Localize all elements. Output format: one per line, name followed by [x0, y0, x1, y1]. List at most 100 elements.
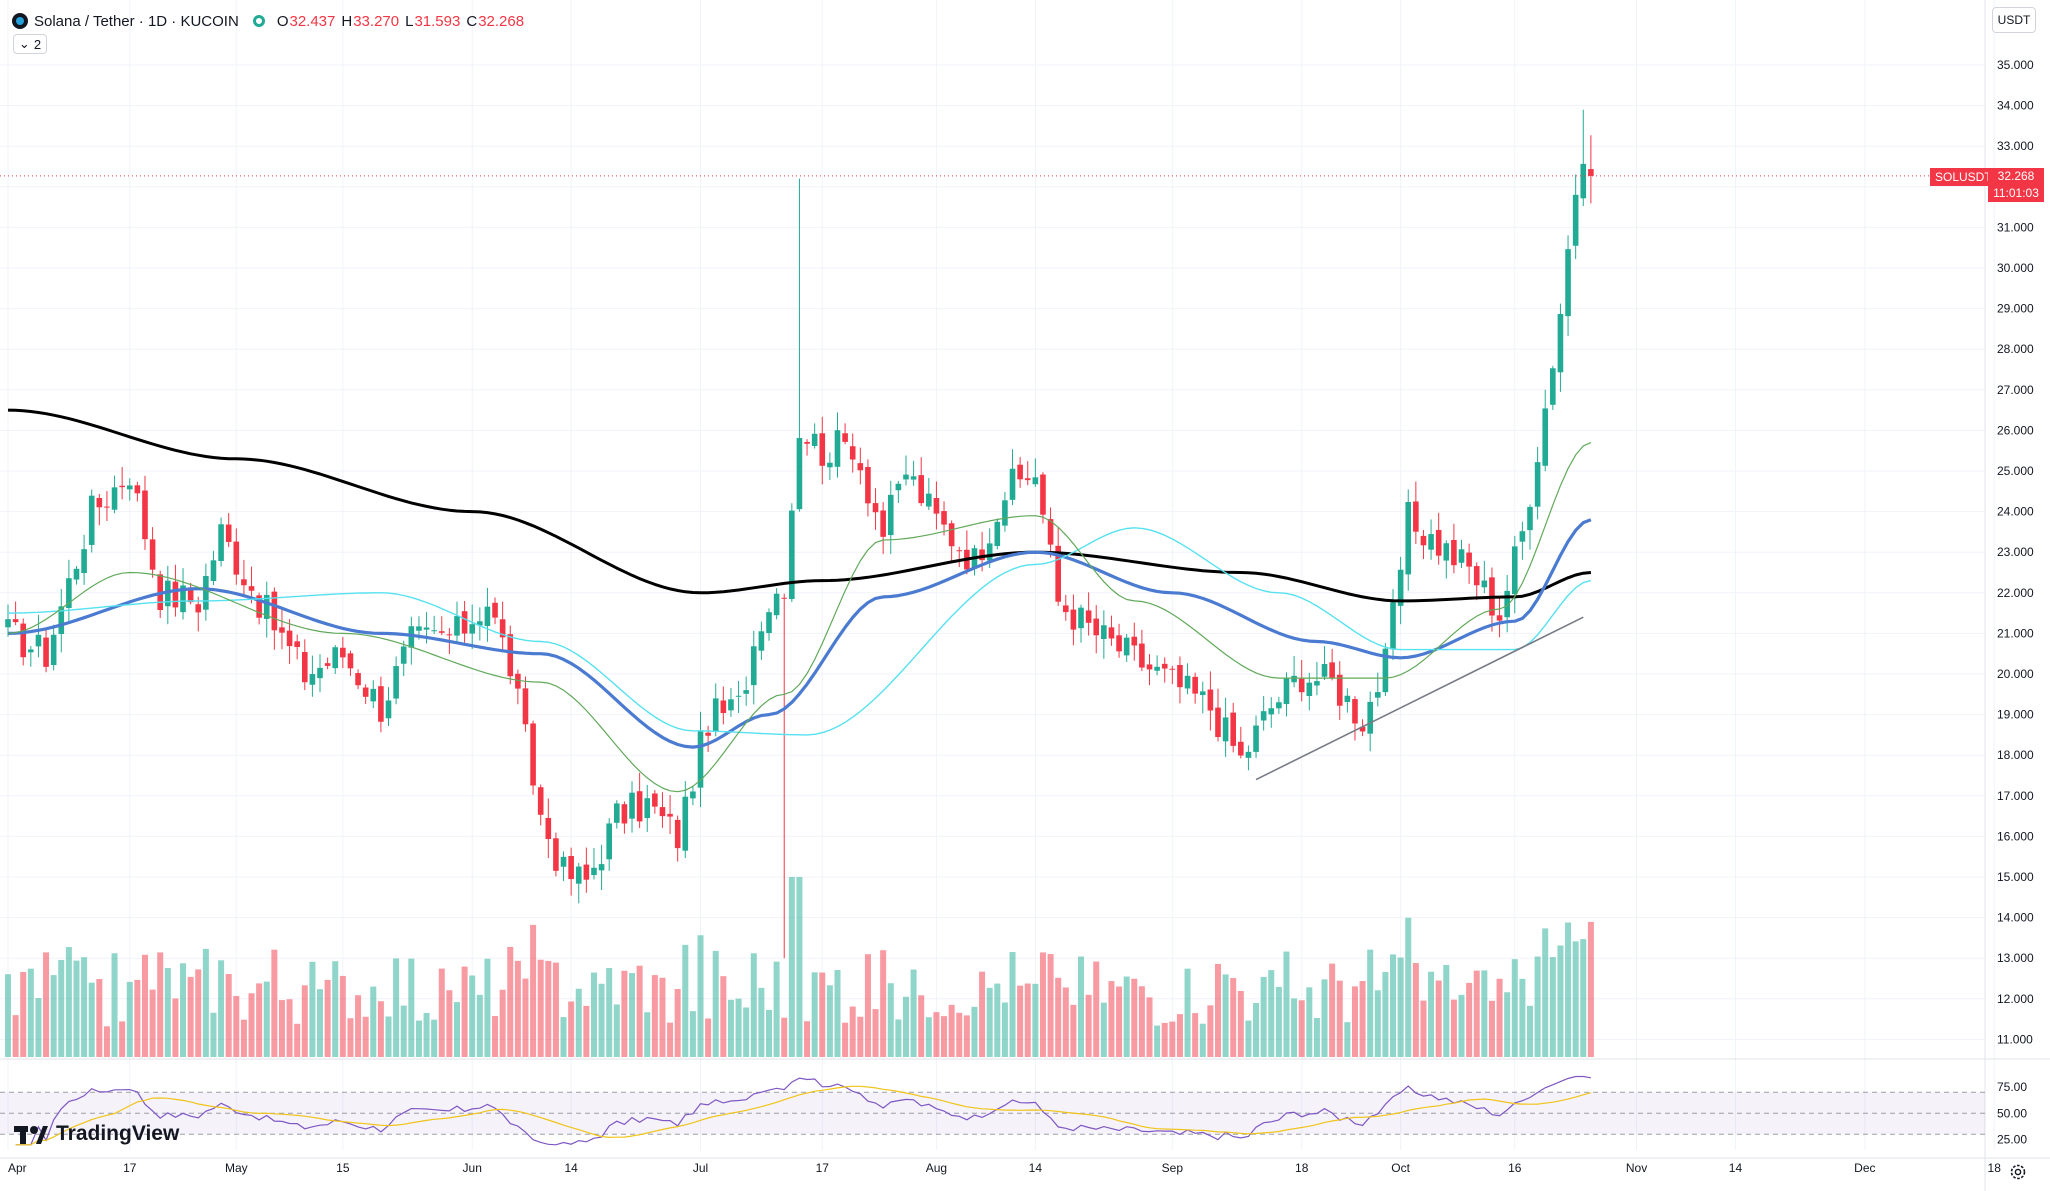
price-tick-label: 20.000 [1997, 667, 2034, 681]
volume-bar [210, 1012, 217, 1057]
volume-bar [370, 986, 377, 1057]
candle-body [1344, 695, 1351, 703]
candle-body [393, 666, 399, 699]
volume-bar [1405, 917, 1412, 1057]
volume-bar [476, 994, 483, 1057]
volume-bar [1359, 981, 1366, 1057]
candle-body [286, 630, 293, 647]
candle-body [35, 634, 42, 647]
candle-body [362, 687, 369, 697]
candle-body [454, 616, 460, 636]
candle-body [1557, 314, 1564, 373]
volume-bar [1070, 1004, 1077, 1057]
volume-bar [1397, 957, 1404, 1057]
candle-body [218, 524, 224, 562]
candle-body [887, 494, 894, 536]
candle-body [644, 798, 651, 819]
volume-bar [857, 1016, 864, 1057]
candle-body [781, 597, 788, 599]
volume-bar [50, 975, 57, 1057]
volume-bar [568, 1001, 575, 1057]
price-tick-label: 14.000 [1997, 911, 2034, 925]
volume-bar [96, 979, 103, 1057]
volume-bar [58, 959, 65, 1057]
candle-body [1443, 543, 1450, 561]
volume-bar [461, 966, 468, 1057]
time-tick-label: 14 [564, 1161, 578, 1175]
candle-body [842, 433, 848, 442]
candle-body [606, 823, 612, 860]
candle-body [758, 631, 765, 651]
candle-body [1375, 692, 1381, 698]
candle-body [1253, 725, 1259, 752]
volume-bar [1572, 941, 1579, 1057]
candle-body [469, 624, 476, 634]
price-tick-label: 19.000 [1997, 708, 2034, 722]
volume-bar [408, 958, 415, 1057]
volume-bar [172, 998, 179, 1057]
candle-body [804, 441, 810, 444]
volume-bar [1131, 978, 1138, 1057]
volume-bar [727, 999, 734, 1057]
candle-body [1184, 675, 1191, 689]
volume-bar [141, 954, 148, 1057]
symbol-title[interactable]: Solana / Tether · 1D · KUCOIN [34, 12, 239, 30]
rsi-tick-label: 75.00 [1997, 1080, 2027, 1094]
volume-bar [1123, 976, 1130, 1057]
volume-bar [1336, 980, 1343, 1057]
candle-body [1238, 741, 1244, 756]
candle-body [1123, 637, 1130, 656]
candle-body [1078, 607, 1084, 629]
price-tick-label: 34.000 [1997, 99, 2034, 113]
candle-body [933, 498, 940, 514]
candle-body [918, 475, 924, 504]
candle-body [1139, 643, 1145, 668]
candle-body [111, 487, 118, 510]
price-tick-label: 11.000 [1997, 1032, 2033, 1046]
candle-body [438, 631, 445, 633]
volume-bar [590, 972, 597, 1057]
candle-body [621, 804, 628, 824]
volume-bar [880, 950, 887, 1057]
volume-bar [682, 944, 689, 1057]
gear-icon[interactable] [2008, 1162, 2028, 1182]
candle-body [880, 510, 886, 537]
volume-bar [743, 1007, 750, 1057]
volume-bar [1587, 921, 1594, 1057]
tradingview-watermark[interactable]: TradingView [14, 1122, 179, 1146]
candle-body [73, 568, 80, 580]
candle-body [279, 627, 285, 633]
candle-body [690, 791, 696, 799]
candle-body [614, 803, 620, 823]
volume-bar [180, 963, 187, 1057]
time-tick-label: 15 [336, 1161, 350, 1175]
volume-bar [1534, 956, 1541, 1057]
moving-average-line [7, 527, 1592, 736]
candle-body [1101, 625, 1107, 639]
volume-bar [103, 1026, 110, 1057]
currency-selector-button[interactable]: USDT [1992, 7, 2036, 33]
candle-body [1154, 666, 1160, 671]
volume-bar [1245, 1020, 1252, 1057]
volume-bar [309, 961, 316, 1057]
volume-bar [621, 970, 628, 1057]
rsi-moving-average-line [15, 1085, 1592, 1146]
volume-bar [492, 1016, 499, 1057]
candle-body [1542, 408, 1549, 466]
market-status-icon[interactable] [252, 15, 265, 27]
volume-bar [12, 1015, 19, 1057]
candle-body [1298, 678, 1305, 693]
volume-bar [849, 1006, 856, 1057]
volume-bar [20, 971, 27, 1057]
volume-bar [994, 983, 1001, 1057]
candle-body [834, 430, 841, 467]
volume-bar [149, 989, 156, 1057]
symbol-header: Solana / Tether · 1D · KUCOIN O 32.437 H… [12, 8, 530, 34]
candle-body [591, 867, 597, 876]
candle-body [423, 627, 430, 630]
indicators-collapse-button[interactable]: ⌄ 2 [13, 34, 47, 54]
candle-body [203, 575, 209, 610]
volume-bar [583, 1005, 590, 1057]
candle-body [20, 623, 27, 658]
